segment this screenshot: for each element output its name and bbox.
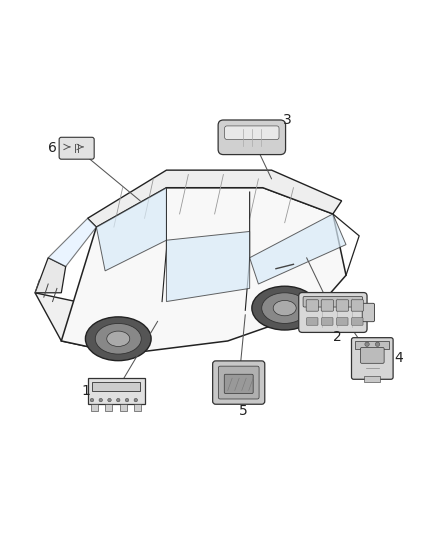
Text: 3: 3 xyxy=(283,113,291,127)
FancyBboxPatch shape xyxy=(360,348,384,364)
Polygon shape xyxy=(96,188,166,271)
FancyBboxPatch shape xyxy=(362,303,374,322)
Text: 2: 2 xyxy=(333,329,342,344)
FancyBboxPatch shape xyxy=(306,300,318,311)
Ellipse shape xyxy=(273,301,296,316)
Circle shape xyxy=(117,398,120,402)
FancyBboxPatch shape xyxy=(134,405,141,411)
Text: 5: 5 xyxy=(239,404,247,418)
FancyBboxPatch shape xyxy=(352,318,363,325)
FancyBboxPatch shape xyxy=(213,361,265,404)
FancyBboxPatch shape xyxy=(218,366,259,399)
Circle shape xyxy=(365,342,369,346)
Circle shape xyxy=(90,398,94,402)
Text: 1: 1 xyxy=(81,384,90,398)
FancyBboxPatch shape xyxy=(336,300,349,311)
FancyBboxPatch shape xyxy=(218,120,286,155)
Polygon shape xyxy=(166,231,250,302)
FancyBboxPatch shape xyxy=(321,300,333,311)
FancyBboxPatch shape xyxy=(299,293,367,333)
Polygon shape xyxy=(35,293,123,354)
Circle shape xyxy=(108,398,111,402)
Circle shape xyxy=(99,398,102,402)
FancyBboxPatch shape xyxy=(321,318,333,325)
FancyBboxPatch shape xyxy=(120,405,127,411)
Polygon shape xyxy=(61,188,346,354)
FancyBboxPatch shape xyxy=(351,338,393,379)
Polygon shape xyxy=(250,214,346,284)
FancyBboxPatch shape xyxy=(91,405,98,411)
FancyBboxPatch shape xyxy=(59,138,94,159)
FancyBboxPatch shape xyxy=(88,378,145,405)
FancyBboxPatch shape xyxy=(225,126,279,140)
Circle shape xyxy=(375,342,380,346)
FancyBboxPatch shape xyxy=(356,341,389,349)
Ellipse shape xyxy=(252,286,318,330)
FancyBboxPatch shape xyxy=(307,318,318,325)
Polygon shape xyxy=(35,258,66,293)
Circle shape xyxy=(134,398,138,402)
Text: 4: 4 xyxy=(394,351,403,366)
Polygon shape xyxy=(48,219,96,266)
FancyBboxPatch shape xyxy=(105,405,112,411)
Text: 6: 6 xyxy=(48,141,57,155)
FancyBboxPatch shape xyxy=(337,318,348,325)
FancyBboxPatch shape xyxy=(303,296,363,307)
Ellipse shape xyxy=(261,293,307,324)
FancyBboxPatch shape xyxy=(364,376,380,382)
FancyBboxPatch shape xyxy=(92,382,140,391)
Ellipse shape xyxy=(85,317,151,361)
FancyBboxPatch shape xyxy=(224,374,253,393)
Ellipse shape xyxy=(95,324,141,354)
Ellipse shape xyxy=(107,331,130,346)
FancyBboxPatch shape xyxy=(351,300,364,311)
Polygon shape xyxy=(88,170,342,227)
Circle shape xyxy=(125,398,129,402)
